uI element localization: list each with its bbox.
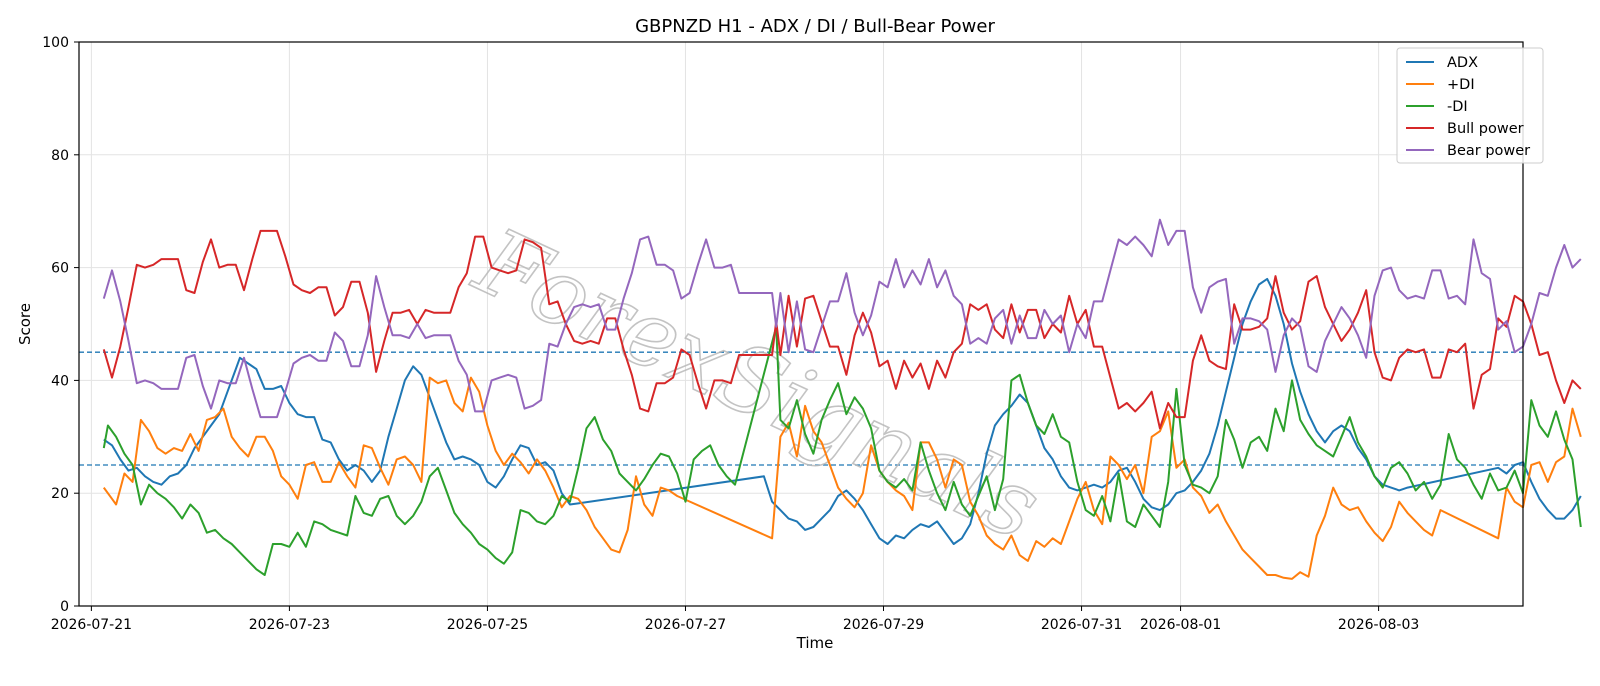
y-axis-label: Score [16,303,34,345]
legend: ADX +DI -DI Bull power Bear power [1396,47,1544,164]
series-line-bull-power [102,229,1582,430]
x-tick-label: 2026-07-29 [843,617,924,633]
x-tick-label: 2026-07-21 [51,617,132,633]
x-tick-label: 2026-08-01 [1140,617,1221,633]
x-axis-label: Time [796,634,834,652]
series-lines [102,218,1582,580]
legend-label: ADX [1447,55,1478,71]
x-tick-label: 2026-07-27 [645,617,726,633]
legend-box [1396,47,1544,164]
x-tick-label: 2026-07-31 [1041,617,1122,633]
legend-label: +DI [1447,77,1475,93]
y-tick-label: 60 [51,261,69,277]
series-line-di [102,376,1582,580]
y-tick-label: 40 [51,373,69,389]
series-line-di [102,325,1582,576]
series-line-bear-power [102,218,1582,419]
reference-lines [79,351,1523,466]
x-tick-label: 2026-07-23 [249,617,330,633]
axis-ticks: 0 20 40 60 80 100 2026-07-21 2026-07-23 2026-07-… [42,35,1419,633]
y-tick-label: 20 [51,486,69,502]
series-line-adx [103,277,1582,545]
y-tick-label: 0 [60,599,69,615]
chart-title: GBPNZD H1 - ADX / DI / Bull-Bear Power [635,16,995,37]
x-tick-label: 2026-08-03 [1338,617,1419,633]
legend-label: Bear power [1447,143,1530,159]
legend-label: Bull power [1447,121,1524,137]
y-tick-label: 80 [51,148,69,164]
x-tick-label: 2026-07-25 [447,617,528,633]
y-tick-label: 100 [42,35,69,51]
legend-label: -DI [1447,99,1468,115]
gridlines [79,41,1523,607]
plot-frame [78,41,1524,607]
